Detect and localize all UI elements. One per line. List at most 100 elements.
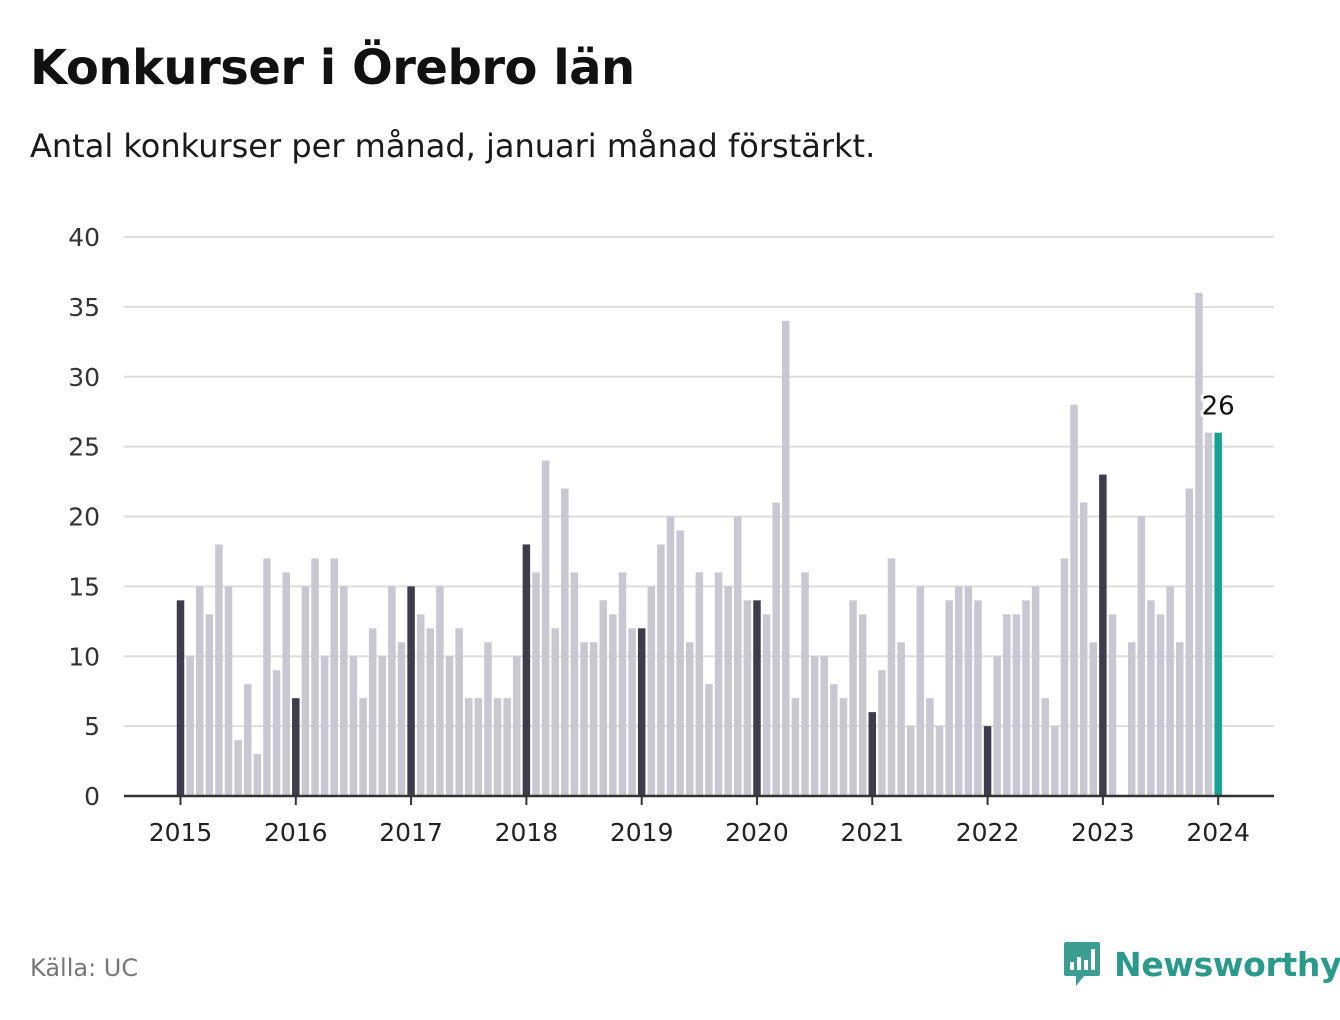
bar xyxy=(359,698,367,796)
bar xyxy=(724,586,732,797)
bar xyxy=(743,600,752,796)
x-tick-label: 2017 xyxy=(379,818,443,847)
bar xyxy=(388,586,396,797)
x-tick-label: 2024 xyxy=(1186,818,1250,847)
bar xyxy=(820,656,828,796)
bar xyxy=(589,642,598,796)
x-tick-label: 2018 xyxy=(495,818,559,847)
bar-january xyxy=(983,726,992,797)
bar xyxy=(1022,600,1030,796)
bar xyxy=(1166,586,1174,797)
bar xyxy=(1147,600,1155,796)
x-tick-label: 2023 xyxy=(1071,818,1135,847)
x-tick-label: 2020 xyxy=(725,818,789,847)
bar xyxy=(772,502,780,796)
bar xyxy=(878,670,886,796)
bar xyxy=(858,614,867,796)
x-tick-label: 2015 xyxy=(149,818,213,847)
brand-logo[interactable]: Newsworthy xyxy=(1062,940,1340,988)
bar xyxy=(906,726,915,797)
bar xyxy=(513,656,521,796)
bar xyxy=(887,558,896,796)
bar-january xyxy=(1099,474,1107,796)
bar xyxy=(801,572,809,796)
bar xyxy=(320,656,329,796)
bar xyxy=(685,642,694,796)
bar xyxy=(484,642,492,796)
bar xyxy=(993,656,1001,796)
y-tick-label: 0 xyxy=(84,782,100,811)
bar xyxy=(1089,642,1098,796)
bar-january xyxy=(753,600,761,796)
bar xyxy=(676,530,684,796)
bar xyxy=(224,586,233,797)
bar xyxy=(1156,614,1165,796)
brand-name: Newsworthy xyxy=(1114,944,1340,984)
bar xyxy=(340,586,348,797)
bar xyxy=(311,558,319,796)
bar xyxy=(1127,642,1136,796)
y-tick-label: 20 xyxy=(68,503,100,532)
chart-subtitle: Antal konkurser per månad, januari månad… xyxy=(30,127,876,165)
highlight-label: 26 xyxy=(1199,389,1238,425)
y-tick-label: 25 xyxy=(68,433,100,462)
x-axis-ticks: 2015 2016 2017 2018 2019 2020 2021 2022 2023 2024 xyxy=(149,796,1250,847)
bar xyxy=(426,628,435,796)
bar xyxy=(714,572,723,796)
bar xyxy=(282,572,290,796)
bar xyxy=(1204,432,1213,796)
bar xyxy=(657,544,665,796)
bar xyxy=(926,698,934,796)
bar xyxy=(330,558,338,796)
bar xyxy=(609,614,617,796)
x-tick-label: 2016 xyxy=(264,818,328,847)
bar xyxy=(244,684,252,796)
bar xyxy=(301,586,310,797)
bar xyxy=(263,558,271,796)
bar xyxy=(1051,726,1059,797)
bar xyxy=(1175,642,1184,796)
y-tick-label: 10 xyxy=(68,642,100,671)
bar-january xyxy=(407,586,415,797)
bar xyxy=(734,516,742,796)
bar xyxy=(695,572,704,796)
bar xyxy=(782,320,790,796)
bar xyxy=(705,684,713,796)
bar-january xyxy=(522,544,531,796)
bar xyxy=(368,628,377,796)
bar xyxy=(1108,614,1117,796)
bar xyxy=(1031,586,1040,797)
x-tick-label: 2022 xyxy=(956,818,1020,847)
x-tick-label: 2021 xyxy=(840,818,904,847)
bar xyxy=(1012,614,1021,796)
bar xyxy=(974,600,982,796)
bar xyxy=(378,656,387,796)
bar xyxy=(897,642,905,796)
newsworthy-logo-icon xyxy=(1064,942,1100,986)
bar xyxy=(195,586,204,797)
bar xyxy=(1185,488,1194,796)
source-note: Källa: UC xyxy=(30,954,139,982)
bar xyxy=(445,656,454,796)
bar xyxy=(215,544,223,796)
bar xyxy=(849,600,857,796)
bar xyxy=(349,656,358,796)
bar xyxy=(253,754,262,796)
bar xyxy=(964,586,973,797)
bar xyxy=(955,586,963,797)
bar xyxy=(935,726,944,797)
bar xyxy=(186,656,194,796)
bar xyxy=(1195,292,1203,796)
bar xyxy=(1041,698,1049,796)
bar xyxy=(416,614,425,796)
bar-chart: 0 5 10 15 20 25 30 35 40 2015 2016 2017 2018 2019 202… xyxy=(68,223,1274,847)
bar xyxy=(1070,404,1078,796)
bar xyxy=(791,698,800,796)
bar xyxy=(493,698,502,796)
bar xyxy=(570,572,579,796)
bar xyxy=(234,740,242,796)
bar xyxy=(1079,502,1088,796)
y-tick-label: 30 xyxy=(68,363,100,392)
bar xyxy=(541,460,550,796)
bar xyxy=(561,488,569,796)
